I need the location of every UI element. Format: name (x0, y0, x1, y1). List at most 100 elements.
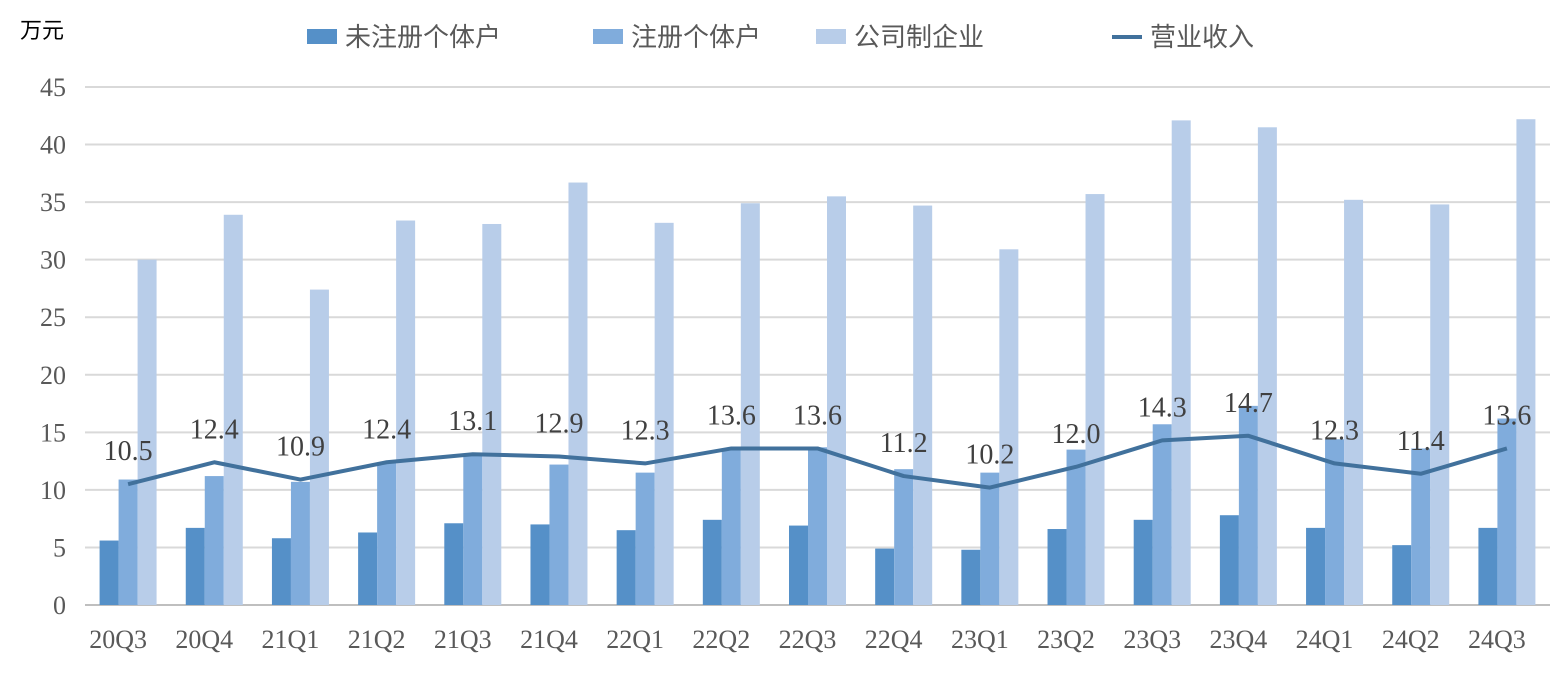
bar (290, 481, 310, 605)
bar (1411, 448, 1431, 605)
bar (616, 530, 636, 605)
data-label: 10.5 (104, 436, 153, 467)
bar (204, 476, 224, 605)
bar (185, 527, 205, 605)
bar (894, 469, 914, 605)
legend-label: 公司制企业 (854, 23, 984, 53)
bar (1219, 515, 1239, 605)
data-label: 11.4 (1397, 426, 1445, 457)
y-tick-label: 10 (40, 476, 66, 505)
bar (463, 455, 483, 605)
data-label: 12.4 (362, 414, 411, 445)
y-tick-label: 25 (40, 303, 66, 332)
y-tick-label: 30 (40, 246, 66, 275)
data-label: 12.3 (1310, 415, 1359, 446)
data-label: 12.3 (621, 415, 670, 446)
data-label: 13.6 (707, 400, 756, 431)
data-label: 12.4 (190, 414, 239, 445)
data-label: 14.7 (1224, 388, 1273, 419)
data-label: 11.2 (880, 428, 928, 459)
x-tick-label: 24Q3 (1468, 625, 1526, 654)
bar (1047, 529, 1067, 605)
legend-label: 未注册个体户 (345, 23, 501, 53)
bar (1478, 527, 1498, 605)
data-label: 10.2 (965, 440, 1014, 471)
bar (702, 519, 722, 605)
legend-swatch (593, 29, 623, 44)
x-tick-label: 23Q4 (1209, 625, 1267, 654)
x-tick-label: 22Q2 (692, 625, 750, 654)
bar (1171, 120, 1191, 605)
bar (482, 223, 502, 605)
bar (358, 532, 378, 605)
bar (961, 549, 981, 605)
x-tick-label: 21Q1 (262, 625, 320, 654)
x-tick-label: 24Q1 (1296, 625, 1354, 654)
bar (721, 449, 741, 605)
bar (808, 447, 827, 605)
bar (999, 249, 1019, 605)
y-tick-label: 45 (40, 73, 66, 102)
line-series (127, 433, 1508, 490)
bar (396, 220, 416, 606)
bar (530, 524, 550, 605)
bar (1392, 545, 1412, 605)
x-tick-label: 22Q3 (779, 625, 837, 654)
bar (1306, 527, 1326, 605)
bar (1066, 449, 1086, 605)
bar (568, 182, 588, 605)
bar (635, 472, 655, 605)
bar (740, 203, 760, 606)
x-tick-label: 21Q3 (434, 625, 492, 654)
y-tick-label: 40 (40, 131, 66, 160)
x-tick-label: 21Q4 (520, 625, 578, 654)
legend-swatch (307, 29, 337, 44)
legend-label: 营业收入 (1150, 23, 1254, 53)
bar (1325, 439, 1345, 605)
bar (1516, 119, 1536, 605)
bar (223, 214, 243, 606)
x-tick-label: 23Q3 (1123, 625, 1181, 654)
bar (444, 523, 464, 605)
bar (1085, 194, 1105, 605)
bar (1257, 127, 1277, 606)
data-label: 13.1 (448, 406, 497, 437)
bar (1133, 519, 1153, 605)
x-tick-label: 24Q2 (1382, 625, 1440, 654)
x-tick-label: 20Q4 (175, 625, 233, 654)
data-label: 13.6 (1482, 400, 1531, 431)
bar (118, 479, 138, 605)
bar (913, 205, 933, 605)
data-label: 12.0 (1052, 419, 1101, 450)
x-tick-label: 22Q1 (606, 625, 664, 654)
bar (271, 538, 291, 605)
bar (1430, 204, 1450, 605)
y-tick-label: 5 (53, 533, 66, 562)
x-tick-label: 20Q3 (89, 625, 147, 654)
bar (654, 222, 674, 605)
y-tick-label: 35 (40, 188, 66, 217)
data-label: 13.6 (793, 400, 842, 431)
x-tick-label: 23Q1 (951, 625, 1009, 654)
bar (99, 540, 119, 605)
bar (789, 525, 808, 605)
legend-label: 注册个体户 (631, 23, 761, 53)
bar (137, 259, 157, 605)
y-tick-label: 20 (40, 361, 66, 390)
bar (875, 548, 895, 605)
bar (1497, 418, 1517, 605)
y-tick-label: 0 (53, 591, 66, 620)
x-tick-label: 21Q2 (348, 625, 406, 654)
legend-swatch (816, 29, 846, 44)
y-axis-unit: 万元 (20, 19, 64, 44)
bar (549, 464, 569, 605)
data-label: 10.9 (276, 432, 325, 463)
bar (1152, 424, 1172, 605)
y-tick-label: 15 (40, 418, 66, 447)
x-tick-label: 23Q2 (1037, 625, 1095, 654)
x-tick-label: 22Q4 (865, 625, 923, 654)
bar (309, 289, 329, 605)
bar (1238, 405, 1258, 605)
data-label: 12.9 (534, 409, 583, 440)
